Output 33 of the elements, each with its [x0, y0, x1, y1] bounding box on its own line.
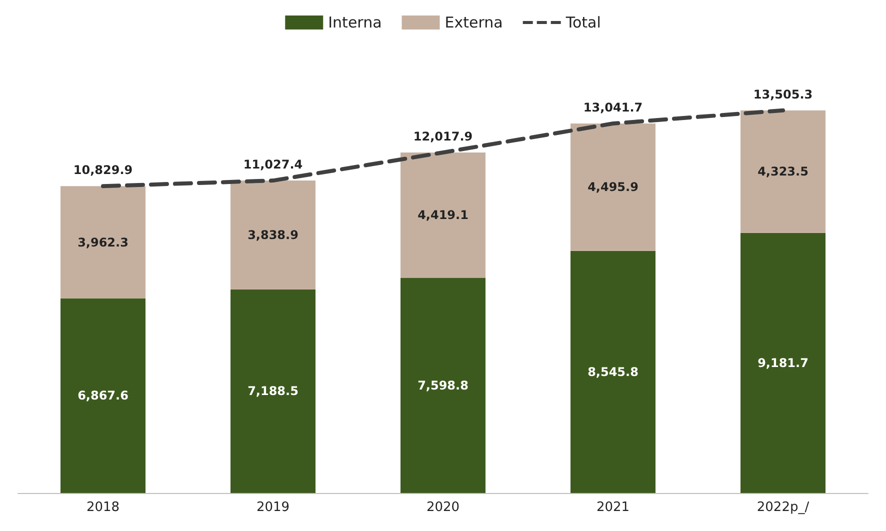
x-tick-label: 2022p_/	[756, 500, 810, 515]
data-label: 3,838.9	[248, 228, 298, 242]
data-label: 6,867.6	[78, 388, 128, 403]
legend-label: Interna	[328, 14, 382, 32]
x-tick-label: 2018	[86, 500, 120, 515]
legend-label: Externa	[444, 14, 503, 32]
bar	[740, 232, 826, 493]
bar	[400, 152, 486, 278]
data-label: 7,188.5	[248, 384, 298, 398]
x-tick-label: 2019	[256, 500, 290, 515]
x-tick-label: 2021	[596, 500, 630, 515]
data-label: 10,829.9	[73, 163, 133, 178]
data-label: 12,017.9	[413, 129, 473, 144]
data-label: 4,419.1	[418, 208, 468, 222]
data-label: 8,545.8	[588, 364, 638, 379]
data-label: 3,962.3	[78, 235, 128, 250]
x-tick-label: 2020	[426, 500, 460, 515]
data-label: 13,041.7	[583, 100, 643, 114]
legend-label: Total	[564, 14, 601, 32]
data-label: 4,495.9	[588, 180, 638, 194]
bar	[400, 278, 486, 493]
data-label: 13,505.3	[753, 87, 813, 102]
bar	[740, 110, 826, 233]
bar	[570, 123, 656, 251]
data-label: 4,323.5	[758, 164, 808, 179]
data-label: 7,598.8	[418, 378, 468, 392]
bar	[230, 180, 316, 290]
bar	[570, 250, 656, 493]
bar	[60, 186, 146, 298]
bar	[230, 289, 316, 493]
bar	[60, 298, 146, 493]
data-label: 11,027.4	[243, 158, 303, 172]
data-label: 9,181.7	[758, 356, 808, 370]
